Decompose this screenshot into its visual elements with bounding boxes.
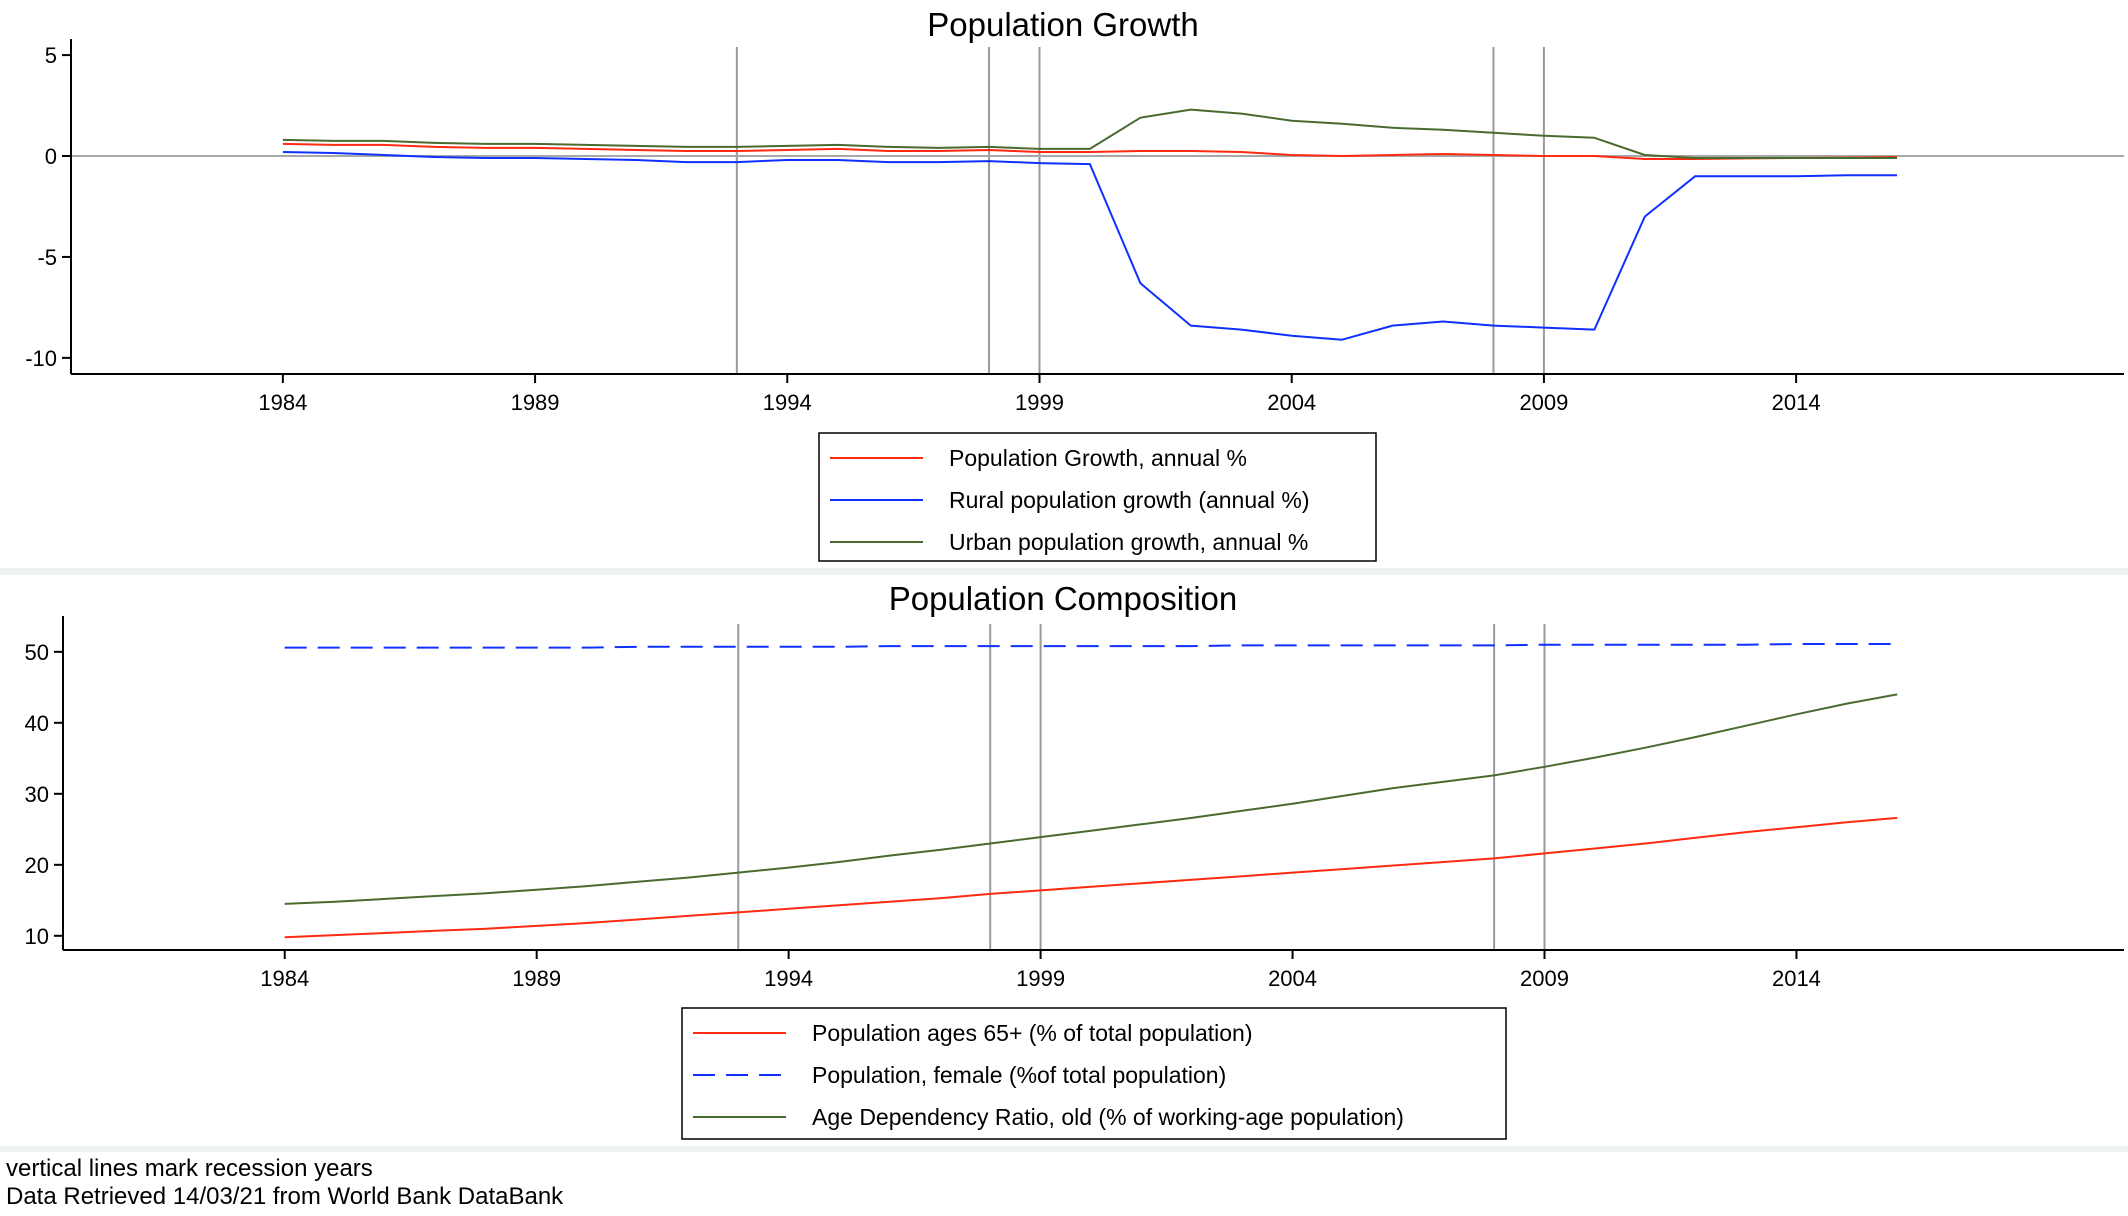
y-tick-label: 40 [25,711,49,736]
legend-label: Age Dependency Ratio, old (% of working-… [812,1104,1404,1130]
x-tick-label: 2009 [1519,390,1568,415]
x-tick-label: 2014 [1772,390,1821,415]
x-tick-label: 2004 [1268,966,1317,991]
y-tick-label: -10 [25,346,57,371]
x-tick-label: 1989 [512,966,561,991]
x-tick-label: 1999 [1016,966,1065,991]
y-tick-label: -5 [37,245,57,270]
legend-label: Population, female (%of total population… [812,1062,1226,1088]
x-tick-label: 2004 [1267,390,1316,415]
series-line-2 [284,643,1898,649]
series-line-3 [282,108,1897,159]
x-tick-label: 2014 [1772,966,1821,991]
y-tick-label: 5 [45,43,57,68]
x-tick-label: 1989 [511,390,560,415]
recession-lines [735,47,1545,374]
legend: Population ages 65+ (% of total populati… [681,1007,1507,1140]
panel-separator-footer [0,1146,2128,1152]
legend-label: Population Growth, annual % [949,445,1247,471]
chart-title: Population Composition [889,580,1238,617]
chart-title: Population Growth [927,6,1199,43]
y-tick-label: 0 [45,144,57,169]
series-line-1 [282,142,1898,160]
x-tick-label: 1994 [764,966,813,991]
legend-label: Urban population growth, annual % [949,529,1308,555]
note-recession: vertical lines mark recession years [6,1155,373,1182]
x-tick-label: 1994 [763,390,812,415]
x-tick-label: 1984 [260,966,309,991]
y-tick-label: 30 [25,782,49,807]
legend: Population Growth, annual % Rural populat… [818,432,1377,562]
series-group [282,108,1898,341]
x-tick-label: 1999 [1015,390,1064,415]
series-line-2 [282,151,1897,341]
legend-box [681,1007,1507,1140]
population-growth-chart: Population Growth 5 0 -5 -10 1984 1989 1994 199… [25,6,2124,562]
axes: 50 40 30 20 10 1984 1989 1994 1999 2004 2009 2014 [25,616,2124,991]
series-line-3 [284,693,1898,905]
series-group [284,643,1898,939]
note-source: Data Retrieved 14/03/21 from World Bank … [6,1183,564,1210]
y-tick-label: 10 [25,924,49,949]
y-tick-label: 20 [25,853,49,878]
recession-lines [737,624,1546,950]
y-tick-label: 50 [25,640,49,665]
axes: 5 0 -5 -10 1984 1989 1994 1999 2004 2009 2014 [25,39,2124,415]
population-composition-chart: Population Composition 50 40 30 20 10 1984 198… [25,580,2124,1140]
series-line-1 [284,816,1898,939]
legend-label: Population ages 65+ (% of total populati… [812,1020,1253,1046]
x-tick-label: 1984 [258,390,307,415]
legend-label: Rural population growth (annual %) [949,487,1310,513]
legend-box [818,432,1377,562]
x-tick-label: 2009 [1520,966,1569,991]
panel-separator [0,568,2128,575]
